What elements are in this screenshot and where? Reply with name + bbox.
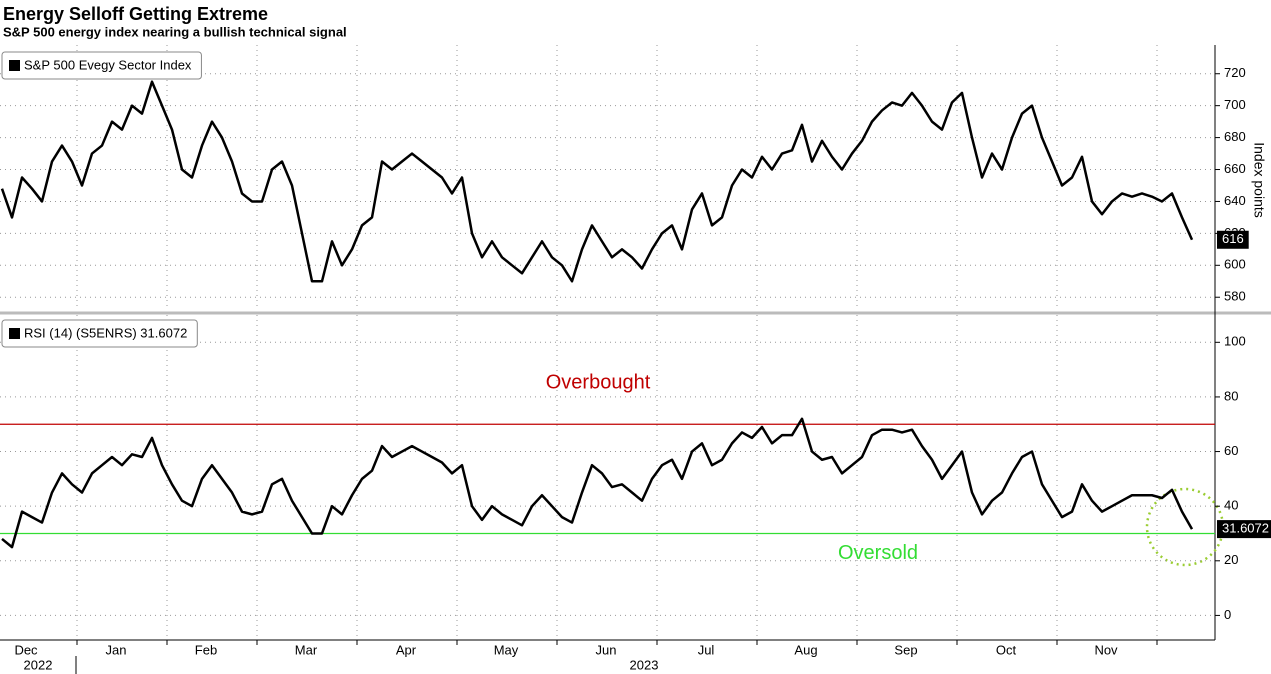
y-tick-label: 580 xyxy=(1224,289,1246,304)
y-tick-label: 60 xyxy=(1224,443,1238,458)
legend-swatch xyxy=(9,328,20,339)
y-tick-label: 640 xyxy=(1224,193,1246,208)
chart-subtitle: S&P 500 energy index nearing a bullish t… xyxy=(3,24,347,39)
x-tick-label: Apr xyxy=(396,642,417,657)
x-tick-label: Feb xyxy=(195,642,217,657)
y-axis-label: Index points xyxy=(1251,142,1267,218)
reference-label: Overbought xyxy=(546,372,651,394)
year-label: 2022 xyxy=(24,657,53,672)
last-value-label: 616 xyxy=(1222,231,1244,246)
x-tick-label: Nov xyxy=(1094,642,1118,657)
y-tick-label: 100 xyxy=(1224,334,1246,349)
x-tick-label: Aug xyxy=(794,642,817,657)
chart-title: Energy Selloff Getting Extreme xyxy=(3,4,268,24)
x-tick-label: May xyxy=(494,642,519,657)
reference-label: Oversold xyxy=(838,542,918,564)
y-tick-label: 680 xyxy=(1224,129,1246,144)
y-tick-label: 0 xyxy=(1224,607,1231,622)
last-value-tag xyxy=(1217,520,1271,539)
y-tick-label: 720 xyxy=(1224,65,1246,80)
y-tick-label: 660 xyxy=(1224,161,1246,176)
legend-label: RSI (14) (S5ENRS) 31.6072 xyxy=(24,325,187,340)
year-label: 2023 xyxy=(630,657,659,672)
x-tick-label: Dec xyxy=(14,642,38,657)
legend-box xyxy=(1,319,198,348)
last-value-tag xyxy=(1217,230,1249,249)
x-tick-label: Jun xyxy=(596,642,617,657)
y-tick-label: 600 xyxy=(1224,257,1246,272)
legend-label: S&P 500 Evegy Sector Index xyxy=(24,57,192,72)
legend-box xyxy=(1,51,202,80)
y-tick-label: 700 xyxy=(1224,97,1246,112)
x-tick-label: Sep xyxy=(894,642,917,657)
y-tick-label: 80 xyxy=(1224,388,1238,403)
y-tick-label: 20 xyxy=(1224,552,1238,567)
last-value-label: 31.6072 xyxy=(1222,521,1269,536)
x-tick-label: Oct xyxy=(996,642,1017,657)
series-line xyxy=(0,80,1194,283)
x-tick-label: Jul xyxy=(698,642,715,657)
x-tick-label: Mar xyxy=(295,642,318,657)
y-tick-label: 40 xyxy=(1224,498,1238,513)
series-line xyxy=(1,417,1194,549)
x-tick-label: Jan xyxy=(106,642,127,657)
highlight-circle xyxy=(1145,487,1225,567)
legend-swatch xyxy=(9,60,20,71)
